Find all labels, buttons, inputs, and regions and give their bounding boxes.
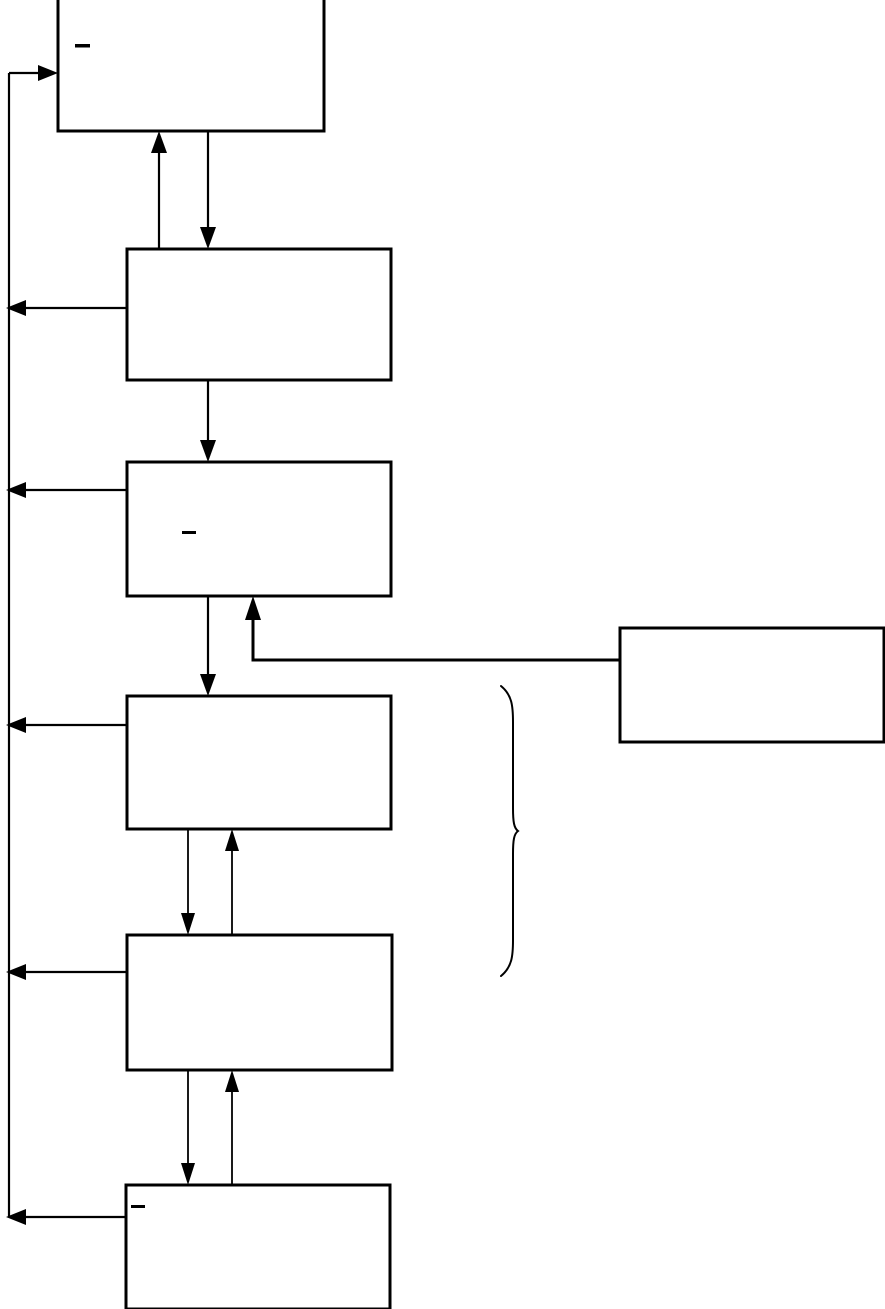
block-3[interactable] bbox=[125, 460, 393, 598]
grouping-brace bbox=[500, 685, 520, 977]
connector-block-2-to-block-3 bbox=[200, 380, 216, 462]
connector-block-2-to-block-1 bbox=[151, 131, 167, 249]
connector-block-2-to-rail bbox=[6, 300, 127, 316]
connector-block-4-to-rail bbox=[6, 717, 127, 733]
connector-block-5-to-block-4 bbox=[225, 829, 239, 935]
block-4[interactable] bbox=[125, 694, 393, 831]
block-right[interactable] bbox=[618, 626, 885, 744]
block-5[interactable] bbox=[125, 933, 394, 1072]
block-6[interactable] bbox=[124, 1183, 392, 1309]
connector-block-right-to-block-3 bbox=[245, 596, 620, 662]
connector-block-6-to-block-5 bbox=[225, 1070, 239, 1185]
connector-block-3-to-block-4 bbox=[200, 596, 216, 696]
block-2[interactable] bbox=[125, 247, 393, 382]
block-6-marker bbox=[131, 1205, 145, 1208]
connector-block-6-to-rail bbox=[6, 1209, 126, 1225]
block-1[interactable] bbox=[56, 0, 326, 133]
connector-block-3-to-rail bbox=[6, 482, 127, 498]
connector-block-4-to-block-5 bbox=[181, 829, 195, 935]
block-1-marker bbox=[75, 44, 90, 48]
connector-block-5-to-block-6 bbox=[181, 1070, 195, 1185]
connector-block-1-to-block-2 bbox=[200, 131, 216, 249]
connector-rail-to-block-1 bbox=[9, 65, 58, 81]
connector-block-5-to-rail bbox=[6, 964, 127, 980]
block-3-marker bbox=[182, 531, 196, 534]
